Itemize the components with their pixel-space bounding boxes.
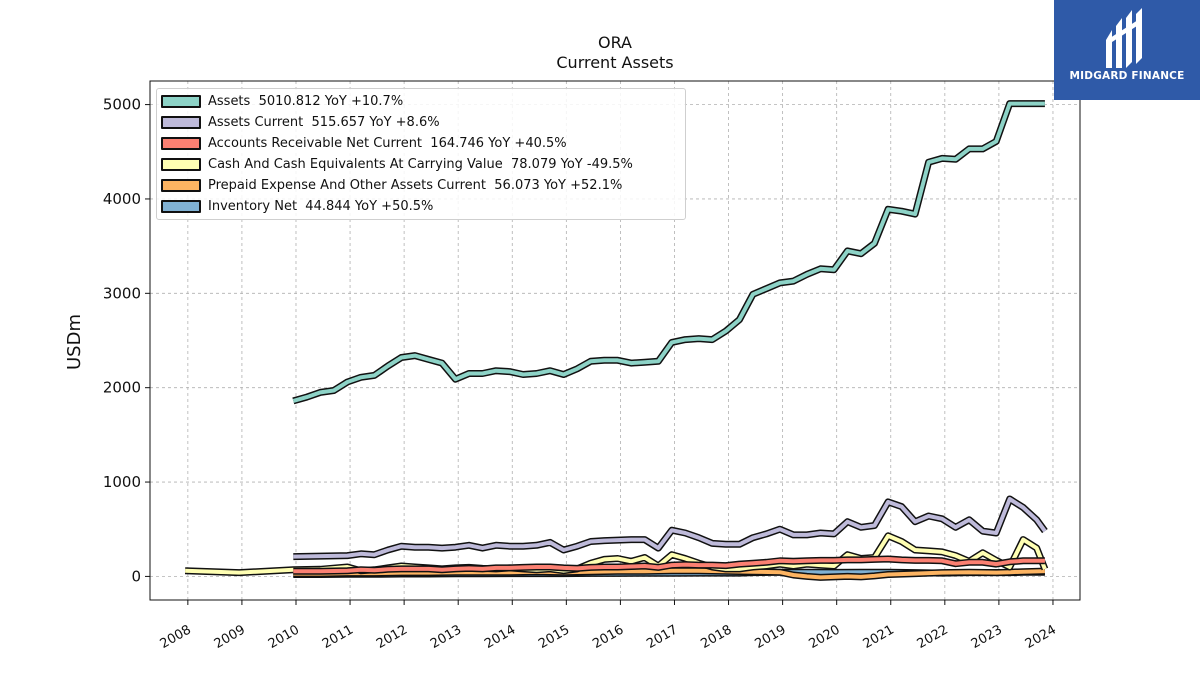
x-tick-label: 2012 bbox=[374, 622, 410, 652]
y-axis-label: USDm bbox=[64, 314, 85, 370]
legend-swatch bbox=[161, 157, 201, 171]
legend-label: Prepaid Expense And Other Assets Current… bbox=[208, 177, 623, 193]
legend-item: Assets 5010.812 YoY +10.7% bbox=[161, 92, 403, 110]
legend-item: Inventory Net 44.844 YoY +50.5% bbox=[161, 197, 433, 215]
legend-swatch bbox=[161, 199, 201, 213]
series-line bbox=[293, 557, 1045, 574]
x-tick-label: 2020 bbox=[807, 622, 843, 652]
legend-swatch bbox=[161, 178, 201, 192]
x-tick-label: 2022 bbox=[915, 622, 951, 652]
legend-swatch bbox=[161, 136, 201, 150]
x-tick-label: 2010 bbox=[266, 622, 302, 652]
y-tick-label: 2000 bbox=[103, 379, 141, 397]
x-tick-label: 2019 bbox=[752, 622, 788, 652]
legend-item: Prepaid Expense And Other Assets Current… bbox=[161, 176, 622, 194]
legend-label: Accounts Receivable Net Current 164.746 … bbox=[208, 135, 567, 151]
x-tick-label: 2021 bbox=[861, 622, 897, 652]
midgard-logo-icon bbox=[1106, 8, 1142, 68]
legend-label: Inventory Net 44.844 YoY +50.5% bbox=[208, 198, 434, 214]
y-tick-label: 4000 bbox=[103, 190, 141, 208]
x-tick-label: 2023 bbox=[969, 622, 1005, 652]
x-tick-label: 2016 bbox=[590, 622, 626, 652]
x-tick-label: 2017 bbox=[644, 622, 680, 652]
series-line bbox=[292, 101, 1045, 403]
x-tick-label: 2024 bbox=[1023, 622, 1059, 652]
x-tick-label: 2018 bbox=[698, 622, 734, 652]
brand-logo: MIDGARD FINANCE bbox=[1054, 0, 1200, 100]
y-tick-label: 1000 bbox=[103, 473, 141, 491]
legend-item: Assets Current 515.657 YoY +8.6% bbox=[161, 113, 440, 131]
x-tick-label: 2014 bbox=[482, 622, 518, 652]
legend-item: Cash And Cash Equivalents At Carrying Va… bbox=[161, 155, 633, 173]
brand-logo-text: MIDGARD FINANCE bbox=[1069, 70, 1185, 82]
legend: Assets 5010.812 YoY +10.7% Assets Current… bbox=[156, 88, 686, 220]
legend-label: Assets 5010.812 YoY +10.7% bbox=[208, 93, 404, 109]
legend-item: Accounts Receivable Net Current 164.746 … bbox=[161, 134, 567, 152]
y-axis: 0 1000 2000 3000 4000 5000 bbox=[103, 96, 150, 585]
legend-label: Cash And Cash Equivalents At Carrying Va… bbox=[208, 156, 633, 172]
x-tick-label: 2015 bbox=[536, 622, 572, 652]
y-tick-label: 5000 bbox=[103, 96, 141, 114]
x-tick-label: 2008 bbox=[158, 622, 194, 652]
x-tick-label: 2011 bbox=[320, 622, 356, 652]
legend-swatch bbox=[161, 115, 201, 129]
legend-label: Assets Current 515.657 YoY +8.6% bbox=[208, 114, 440, 130]
x-tick-label: 2013 bbox=[428, 622, 464, 652]
chart-title: ORA bbox=[597, 33, 632, 52]
x-axis: 2008 2009 2010 2011 2012 2013 2014 2015 2016 2017… bbox=[158, 600, 1059, 652]
y-tick-label: 0 bbox=[131, 567, 141, 585]
series-line bbox=[293, 497, 1047, 559]
plot-frame bbox=[149, 80, 1081, 601]
series-lines bbox=[184, 100, 1049, 581]
chart-subtitle: Current Assets bbox=[556, 53, 674, 72]
y-tick-label: 3000 bbox=[103, 284, 141, 302]
legend-swatch bbox=[161, 94, 201, 108]
x-tick-label: 2009 bbox=[212, 622, 248, 652]
